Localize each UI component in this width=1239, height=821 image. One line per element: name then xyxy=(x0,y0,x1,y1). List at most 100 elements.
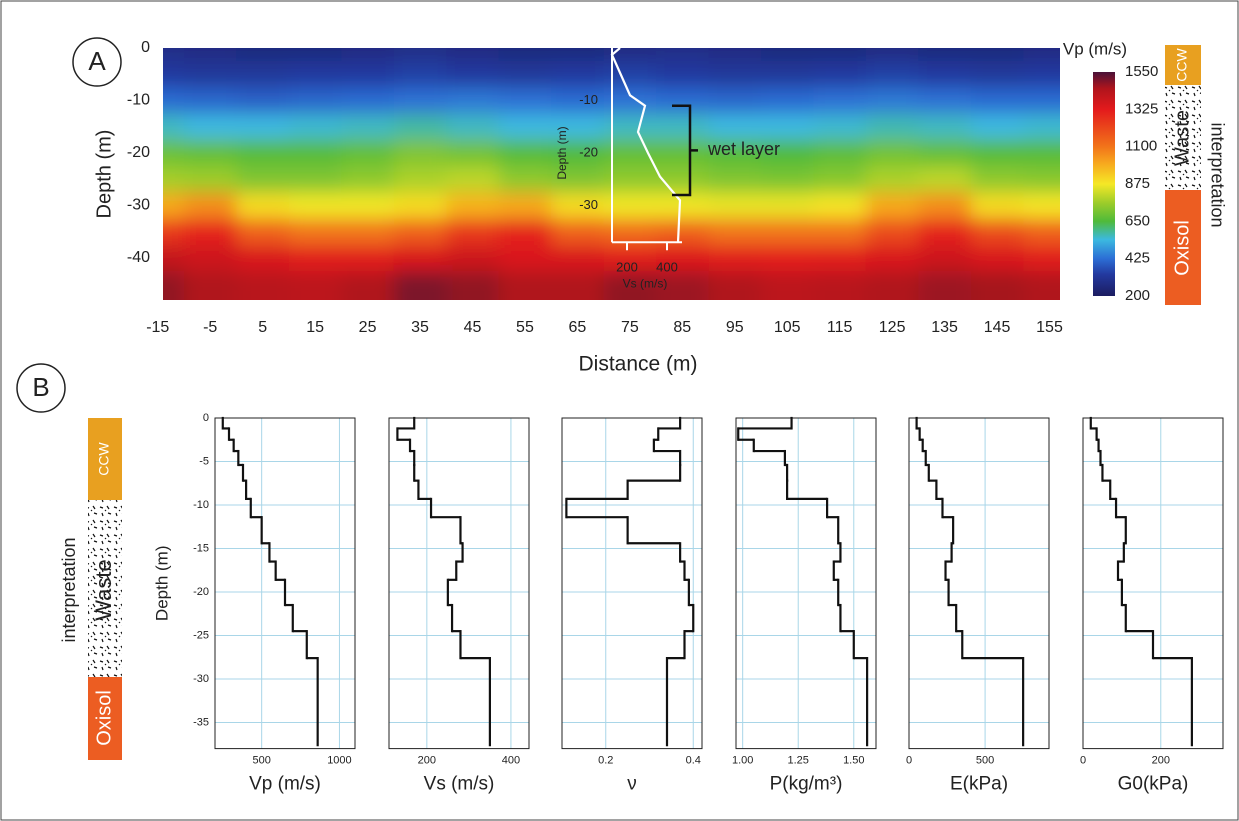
heatmap-cell xyxy=(866,219,919,246)
heatmap-cell xyxy=(499,61,552,88)
unit-label: CCW xyxy=(96,441,112,475)
y-tick-label: 0 xyxy=(203,412,209,424)
y-tick-label: -40 xyxy=(127,249,150,266)
heatmap-cell xyxy=(236,192,289,219)
heatmap-cell xyxy=(236,8,289,62)
heatmap-cell xyxy=(394,140,447,167)
heatmap-cell xyxy=(394,245,447,272)
heatmap-cell xyxy=(971,166,1024,193)
interpretation-title: interpretation xyxy=(59,537,79,642)
heatmap-cell xyxy=(551,245,604,272)
heatmap-cell xyxy=(184,61,237,88)
y-tick-label: -30 xyxy=(193,673,209,685)
heatmap-cell xyxy=(499,166,552,193)
heatmap-cell xyxy=(446,245,499,272)
heatmap-cell xyxy=(341,8,394,62)
heatmap-cell xyxy=(866,166,919,193)
inset-y-label: Depth (m) xyxy=(555,126,569,179)
heatmap-cell xyxy=(813,245,866,272)
heatmap-cell xyxy=(289,219,342,246)
heatmap-cell xyxy=(394,87,447,114)
heatmap-cell xyxy=(394,192,447,219)
heatmap-cell xyxy=(394,219,447,246)
heatmap-cell xyxy=(761,245,814,272)
colorbar-title: Vp (m/s) xyxy=(1063,39,1127,58)
x-tick-label: 65 xyxy=(569,319,587,336)
x-axis-label: Vp (m/s) xyxy=(249,774,321,795)
x-tick-label: 75 xyxy=(621,319,639,336)
x-tick-label: 1.50 xyxy=(843,755,864,767)
colorbar-tick-label: 650 xyxy=(1125,212,1150,229)
x-tick-label: 35 xyxy=(411,319,429,336)
x-tick-label: 55 xyxy=(516,319,534,336)
heatmap-cell xyxy=(184,140,237,167)
heatmap-cell xyxy=(761,219,814,246)
x-axis-label: ν xyxy=(627,774,637,795)
heatmap-cell xyxy=(289,114,342,141)
heatmap-cell xyxy=(289,192,342,219)
colorbar-tick-label: 1100 xyxy=(1125,138,1157,155)
heatmap-cell xyxy=(866,61,919,88)
plot-frame xyxy=(1083,418,1223,749)
x-tick-label: 135 xyxy=(931,319,958,336)
heatmap-cell xyxy=(551,61,604,88)
heatmap-cell xyxy=(394,114,447,141)
heatmap-cell xyxy=(709,245,762,272)
colorbar-tick-label: 1550 xyxy=(1125,63,1158,80)
plot-frame xyxy=(909,418,1049,749)
y-tick-label: -10 xyxy=(193,499,209,511)
heatmap-cell xyxy=(761,192,814,219)
heatmap-cell xyxy=(341,87,394,114)
x-tick-label: 1.00 xyxy=(732,755,753,767)
heatmap-cell xyxy=(761,8,814,62)
heatmap-cell xyxy=(866,114,919,141)
heatmap-cell xyxy=(341,166,394,193)
inset-x-label: Vs (m/s) xyxy=(623,276,668,290)
heatmap-cell xyxy=(656,8,709,62)
x-tick-label: 45 xyxy=(464,319,482,336)
y-tick-label: -15 xyxy=(193,542,209,554)
heatmap-cell xyxy=(813,192,866,219)
heatmap-cell xyxy=(709,114,762,141)
heatmap-cell xyxy=(918,61,971,88)
heatmap-cell xyxy=(918,114,971,141)
colorbar xyxy=(1093,72,1115,296)
plot-frame xyxy=(389,418,529,749)
heatmap-cell xyxy=(289,87,342,114)
x-tick-label: -5 xyxy=(203,319,217,336)
heatmap-cell xyxy=(341,61,394,88)
heatmap-cell xyxy=(394,61,447,88)
colorbar-tick-label: 875 xyxy=(1125,175,1150,192)
heatmap-cell xyxy=(551,8,604,62)
interpretation-title: interpretation xyxy=(1207,122,1227,227)
heatmap-cell xyxy=(971,245,1024,272)
heatmap-cells xyxy=(78,8,1130,345)
heatmap-cell xyxy=(446,87,499,114)
colorbar-tick-label: 1325 xyxy=(1125,100,1158,117)
heatmap-cell xyxy=(184,87,237,114)
heatmap-cell xyxy=(813,61,866,88)
heatmap-cell xyxy=(184,114,237,141)
y-tick-label: -5 xyxy=(199,455,209,467)
heatmap-cell xyxy=(971,219,1024,246)
x-tick-label: 200 xyxy=(1152,755,1170,767)
y-tick-label: 0 xyxy=(141,39,150,56)
heatmap-cell xyxy=(341,114,394,141)
panel-label: A xyxy=(88,46,106,76)
heatmap-cell xyxy=(289,245,342,272)
x-tick-label: 500 xyxy=(976,755,994,767)
heatmap-cell xyxy=(761,87,814,114)
heatmap-cell xyxy=(236,166,289,193)
heatmap-cell xyxy=(499,219,552,246)
heatmap-cell xyxy=(709,219,762,246)
heatmap-cell xyxy=(866,8,919,62)
x-tick-label: 145 xyxy=(984,319,1011,336)
inset-x-tick-label: 200 xyxy=(616,260,638,275)
heatmap-cell xyxy=(499,192,552,219)
unit-label: Oxisol xyxy=(93,690,115,746)
x-axis-label: P(kg/m³) xyxy=(770,774,843,795)
heatmap-cell xyxy=(446,192,499,219)
heatmap-cell xyxy=(499,114,552,141)
heatmap-cell xyxy=(499,245,552,272)
